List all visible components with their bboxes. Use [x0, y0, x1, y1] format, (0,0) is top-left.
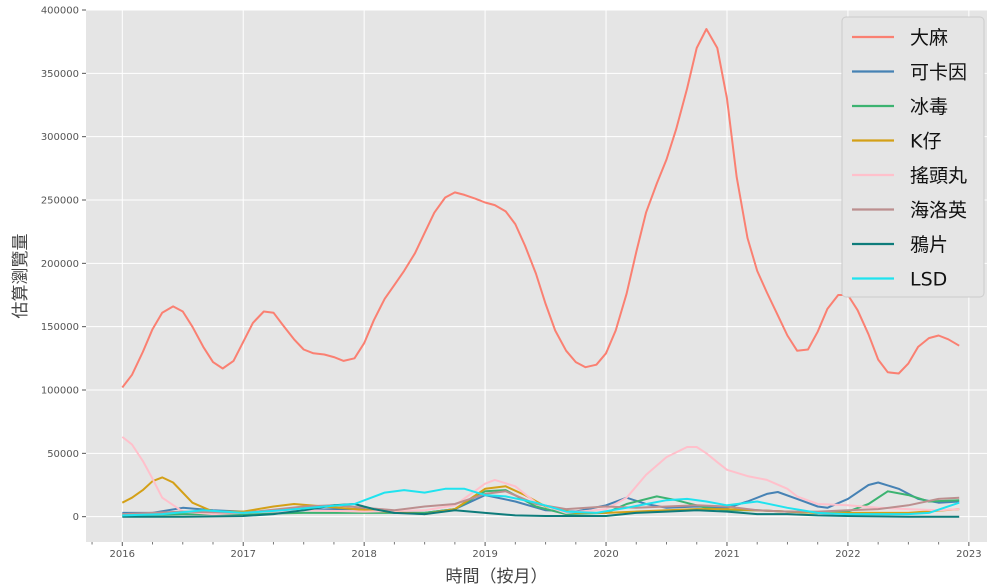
y-tick-label: 150000 — [41, 322, 79, 333]
series-lines — [121, 28, 960, 518]
y-tick-label: 300000 — [41, 132, 79, 143]
y-tick-label: 250000 — [41, 196, 79, 207]
grid-lines — [86, 9, 987, 542]
x-tick-label: 2019 — [472, 549, 497, 560]
legend-label: 大麻 — [910, 27, 948, 49]
y-tick-label: 100000 — [41, 386, 79, 397]
legend-label: 搖頭丸 — [910, 165, 967, 187]
legend-label: 鴉片 — [910, 234, 948, 256]
legend-label: 可卡因 — [910, 62, 967, 84]
x-axis-title: 時間（按月） — [446, 567, 548, 587]
x-tick-label: 2020 — [593, 549, 618, 560]
series-line — [122, 489, 960, 517]
x-tick-label: 2017 — [230, 549, 255, 560]
x-tick-label: 2023 — [956, 549, 981, 560]
x-tick-label: 2022 — [835, 549, 860, 560]
legend-label: K仔 — [910, 131, 941, 153]
legend-label: LSD — [910, 269, 947, 291]
series-line — [122, 503, 960, 518]
x-tick-label: 2016 — [110, 549, 135, 560]
legend-label: 冰毒 — [910, 96, 948, 118]
y-tick-label: 200000 — [41, 259, 79, 270]
series-line — [121, 28, 960, 389]
series-line — [121, 436, 960, 516]
minor-ticks — [91, 542, 940, 545]
tick-labels: 0 50000 100000 150000 200000 250000 300000 3500… — [41, 6, 982, 561]
y-axis-title: 估算瀏覽量 — [11, 234, 31, 319]
y-tick-label: 0 — [73, 512, 79, 523]
series-line — [122, 487, 960, 517]
y-tick-label: 50000 — [47, 449, 79, 460]
legend-label: 海洛英 — [910, 200, 967, 222]
legend-box — [841, 16, 985, 298]
y-tick-label: 350000 — [41, 69, 79, 80]
x-tick-label: 2018 — [351, 549, 376, 560]
x-tick-label: 2021 — [714, 549, 739, 560]
y-tick-label: 400000 — [41, 6, 79, 17]
